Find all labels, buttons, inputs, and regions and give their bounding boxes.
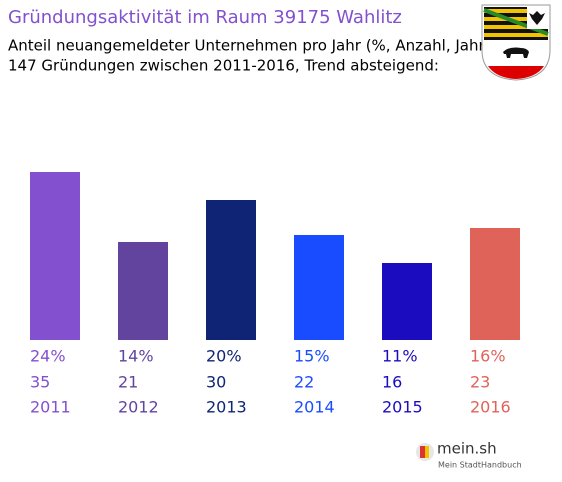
count-label: 21 [118, 373, 138, 392]
count-label: 16 [382, 373, 402, 392]
value-label: 11% [382, 347, 418, 366]
value-label: 16% [470, 347, 506, 366]
bar [382, 263, 432, 340]
x-tick-label: 2011 [30, 398, 71, 417]
x-tick-label: 2014 [294, 398, 335, 417]
coat-of-arms [481, 4, 551, 81]
x-tick-label: 2013 [206, 398, 247, 417]
brand-name: mein.sh [437, 440, 497, 458]
count-label: 23 [470, 373, 490, 392]
x-tick-label: 2015 [382, 398, 423, 417]
x-tick-label: 2012 [118, 398, 159, 417]
subtitle: 147 Gründungen zwischen 2011-2016, Trend… [8, 57, 439, 75]
bar [118, 242, 168, 340]
bar [30, 172, 80, 340]
branding: mein.sh Mein StadtHandbuch [416, 440, 522, 470]
value-label: 15% [294, 347, 330, 366]
count-label: 22 [294, 373, 314, 392]
bar [294, 235, 344, 340]
bar [206, 200, 256, 340]
bar [470, 228, 520, 340]
value-label: 24% [30, 347, 66, 366]
value-label: 20% [206, 347, 242, 366]
value-label: 14% [118, 347, 154, 366]
x-tick-label: 2016 [470, 398, 511, 417]
count-label: 30 [206, 373, 226, 392]
subtitle: Anteil neuangemeldeter Unternehmen pro J… [8, 37, 491, 55]
chart-title: Gründungsaktivität im Raum 39175 Wahlitz [8, 7, 402, 28]
count-label: 35 [30, 373, 50, 392]
brand-tagline: Mein StadtHandbuch [438, 461, 522, 470]
